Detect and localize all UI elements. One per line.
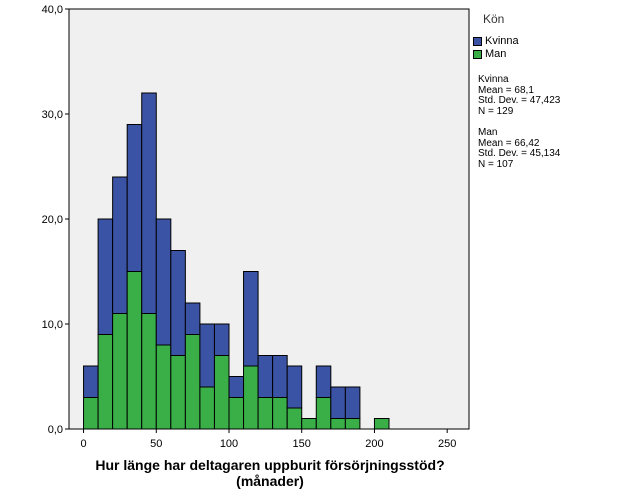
legend-item-man: Man xyxy=(473,48,506,60)
bar-man xyxy=(213,355,230,430)
legend-title: Kön xyxy=(483,12,505,26)
y-tick-label: 40,0 xyxy=(42,4,63,16)
stats-man-n: N = 107 xyxy=(478,158,514,170)
bar-kvinna xyxy=(184,302,201,335)
bar-kvinna xyxy=(170,250,186,356)
bar-man xyxy=(155,344,172,430)
bar-man xyxy=(199,386,215,430)
bar-man xyxy=(184,334,201,430)
bar-kvinna xyxy=(213,323,230,356)
bar-kvinna xyxy=(243,271,259,367)
x-tick-label: 250 xyxy=(438,438,456,450)
stats-kvinna-name: Kvinna xyxy=(478,74,509,85)
legend-swatch-kvinna xyxy=(473,36,482,46)
bar-kvinna xyxy=(141,92,157,314)
bar-man xyxy=(97,334,114,430)
bar-kvinna xyxy=(199,323,215,388)
y-tick-label: 20,0 xyxy=(42,214,63,226)
stats-man-mean: Mean = 66,42 xyxy=(478,137,540,149)
x-tick-label: 100 xyxy=(220,438,238,450)
x-axis-title: Hur länge har deltagaren uppburit försör… xyxy=(0,457,540,489)
bar-man xyxy=(301,418,317,430)
bar-kvinna xyxy=(344,386,361,419)
bar-kvinna xyxy=(112,176,128,314)
y-tick-label: 30,0 xyxy=(42,109,63,121)
y-tick-label: 0,0 xyxy=(48,424,63,436)
bar-kvinna xyxy=(257,355,274,398)
bar-kvinna xyxy=(286,365,303,409)
bar-man xyxy=(344,418,361,430)
bar-kvinna xyxy=(315,365,332,398)
bar-man xyxy=(243,365,259,430)
legend-label-kvinna: Kvinna xyxy=(485,35,519,47)
legend-label-man: Man xyxy=(485,48,507,60)
x-tick-label: 50 xyxy=(150,438,162,450)
x-tick-label: 200 xyxy=(365,438,383,450)
bar-kvinna xyxy=(330,386,346,419)
bar-man xyxy=(83,397,99,430)
bar-man xyxy=(373,418,390,430)
bar-man xyxy=(170,355,186,430)
stats-kvinna: Kvinna Mean = 68,1 Std. Dev. = 47,423 N … xyxy=(478,74,561,117)
bar-kvinna xyxy=(83,365,99,398)
bar-kvinna xyxy=(228,376,245,398)
stats-kvinna-stddev: Std. Dev. = 47,423 xyxy=(478,95,561,106)
legend-swatch-man xyxy=(473,49,482,59)
bar-kvinna xyxy=(155,218,172,346)
bar-man xyxy=(141,313,157,430)
bar-kvinna xyxy=(126,124,143,272)
stats-kvinna-n: N = 129 xyxy=(478,105,514,117)
bar-man xyxy=(286,407,303,430)
legend-item-kvinna: Kvinna xyxy=(473,35,519,47)
bar-man xyxy=(257,397,274,430)
bar-man xyxy=(228,397,245,430)
x-tick-label: 0 xyxy=(80,438,86,450)
bar-man xyxy=(330,418,346,430)
x-axis-title-line2: (månader) xyxy=(236,473,304,489)
stats-man-stddev: Std. Dev. = 45,134 xyxy=(478,148,561,159)
stats-kvinna-mean: Mean = 68,1 xyxy=(478,84,534,96)
y-tick-label: 10,0 xyxy=(42,319,63,331)
bar-kvinna xyxy=(97,218,114,335)
bar-man xyxy=(112,313,128,430)
x-tick-label: 150 xyxy=(293,438,311,450)
bar-man xyxy=(272,397,288,430)
bar-kvinna xyxy=(272,355,288,398)
bar-man xyxy=(126,271,143,430)
stats-man: Man Mean = 66,42 Std. Dev. = 45,134 N = … xyxy=(478,127,561,170)
stats-man-name: Man xyxy=(478,127,498,138)
bar-man xyxy=(315,397,332,430)
x-axis-title-line1: Hur länge har deltagaren uppburit försör… xyxy=(95,457,445,473)
